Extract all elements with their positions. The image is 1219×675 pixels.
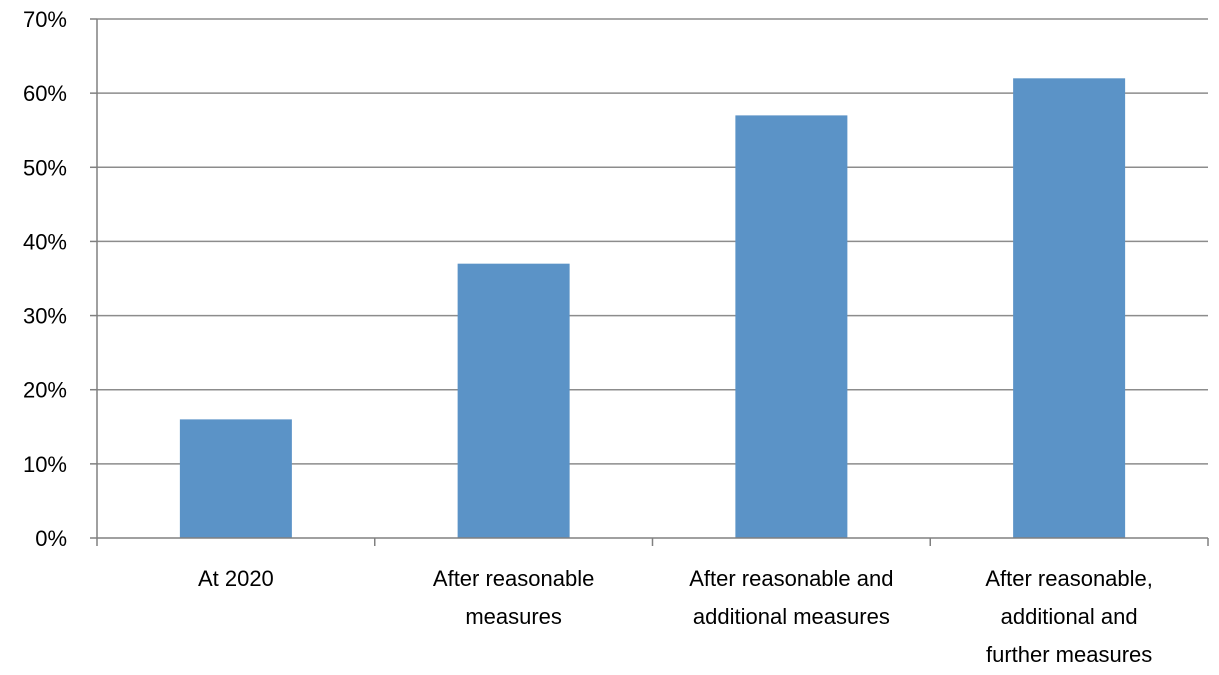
x-category-label: After reasonable measures	[433, 566, 594, 629]
bar	[179, 419, 292, 538]
x-category-label: After reasonable and additional measures	[689, 566, 893, 629]
y-tick-label: 60%	[23, 81, 67, 106]
y-tick-labels: 0% 10% 20% 30% 40% 50% 60% 70%	[23, 7, 67, 551]
x-category-label-line: measures	[465, 604, 562, 629]
bar	[457, 263, 570, 538]
x-category-label-line: additional measures	[693, 604, 890, 629]
y-tick-label: 30%	[23, 304, 67, 329]
bar	[735, 115, 848, 538]
x-category-label-line: After reasonable,	[985, 566, 1153, 591]
x-category-label-line: additional and	[1001, 604, 1138, 629]
y-tick-label: 70%	[23, 7, 67, 32]
y-tick-label: 10%	[23, 452, 67, 477]
x-category-label: At 2020	[198, 566, 274, 591]
gridlines	[97, 18, 1208, 465]
x-category-label: After reasonable, additional and further m…	[985, 566, 1153, 667]
bar	[1013, 78, 1126, 539]
x-category-label-line: further measures	[986, 642, 1152, 667]
y-tick-label: 20%	[23, 378, 67, 403]
bars	[179, 78, 1126, 539]
x-category-label-line: After reasonable	[433, 566, 594, 591]
x-category-label-line: At 2020	[198, 566, 274, 591]
axes	[90, 18, 1209, 546]
y-tick-label: 50%	[23, 155, 67, 180]
x-category-label-line: After reasonable and	[689, 566, 893, 591]
y-tick-label: 0%	[35, 526, 67, 551]
y-tick-label: 40%	[23, 229, 67, 254]
